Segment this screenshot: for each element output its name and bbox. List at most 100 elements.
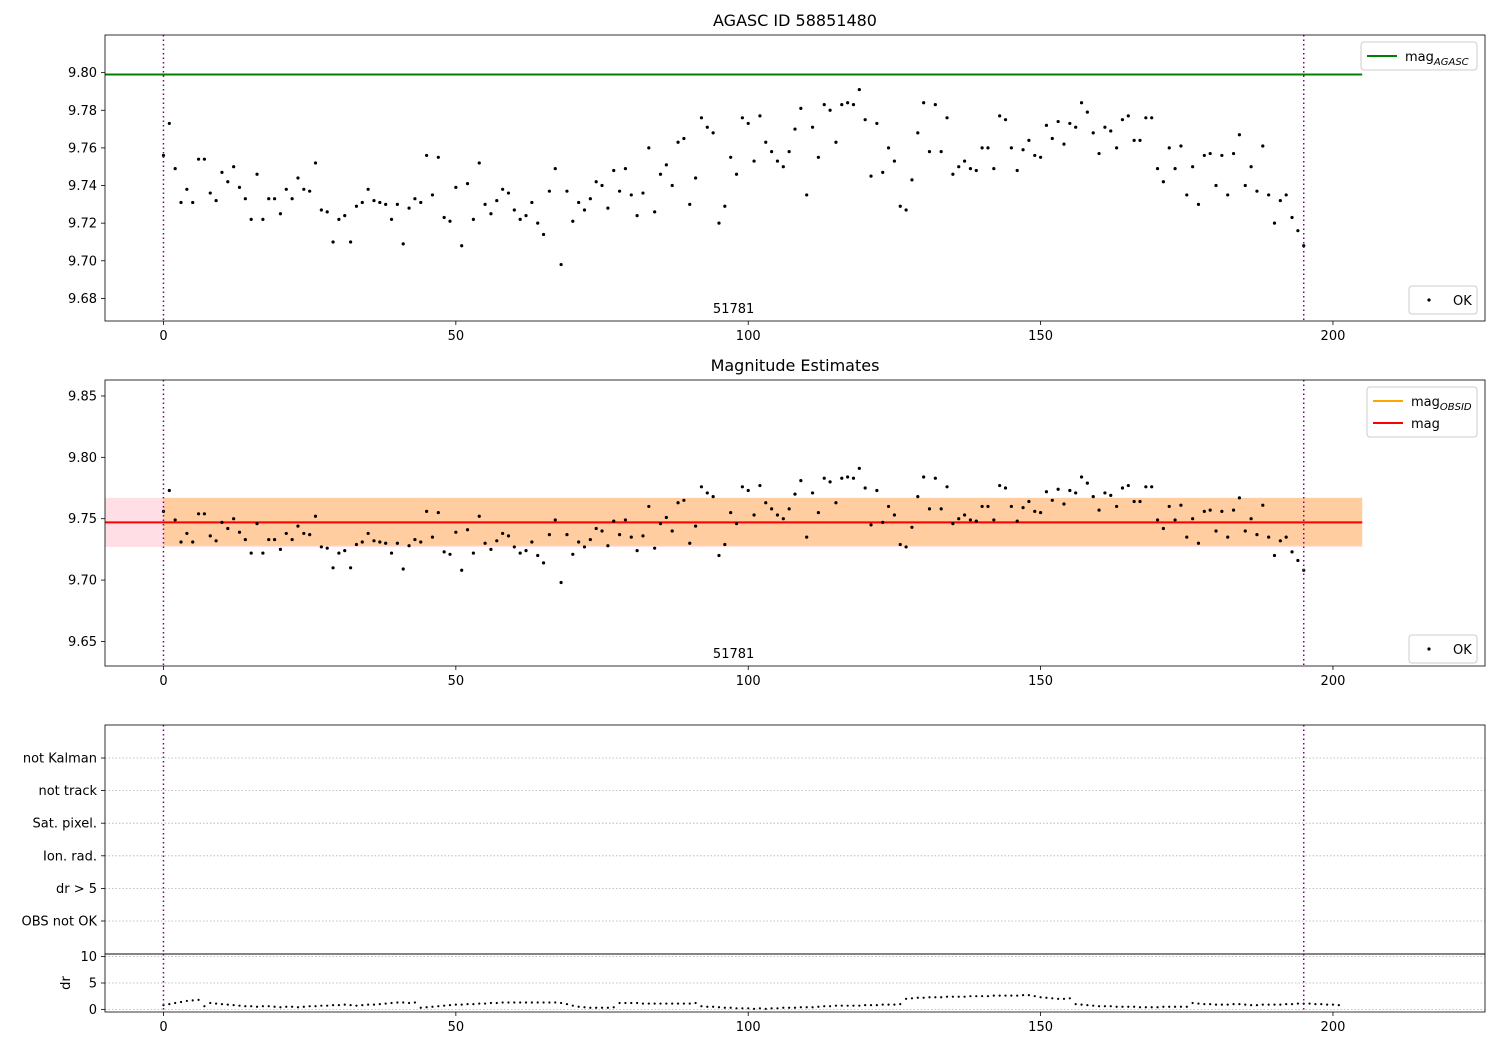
dr-point [1074, 1002, 1077, 1006]
x-tick-label: 150 [1028, 1020, 1053, 1035]
data-point-ok [360, 200, 364, 205]
data-point-ok [1226, 193, 1230, 197]
data-point-ok [588, 197, 592, 201]
data-point-ok [237, 185, 242, 190]
data-point-ok [775, 159, 780, 163]
data-point-ok [670, 183, 674, 188]
data-point-ok [986, 146, 990, 150]
data-point-ok [600, 529, 604, 533]
data-point-ok [290, 197, 294, 201]
x-tick-label: 0 [159, 1020, 167, 1035]
data-point-ok [816, 510, 820, 515]
y-tick-label: 9.85 [68, 389, 97, 404]
dr-point [828, 1005, 832, 1008]
data-point-ok [360, 540, 364, 544]
data-point-ok [319, 208, 323, 212]
data-point-ok [752, 159, 756, 163]
dr-point [636, 1001, 639, 1005]
dr-point [770, 1007, 773, 1010]
data-point-ok [208, 534, 212, 538]
dr-point [372, 1003, 376, 1006]
dr-point [846, 1004, 849, 1007]
data-point-ok [243, 537, 247, 542]
dr-point [969, 995, 972, 998]
data-point-ok [781, 517, 785, 521]
obsid-label: 51781 [713, 302, 754, 317]
dr-point [811, 1006, 814, 1009]
legend-label-subscript: AGASC [1433, 57, 1469, 68]
x-tick-label: 100 [736, 674, 761, 689]
data-point-ok [547, 533, 552, 537]
data-point-ok [898, 204, 902, 208]
data-point-ok [1074, 125, 1078, 129]
data-point-ok [524, 549, 528, 553]
dr-point [191, 999, 194, 1002]
data-point-ok [1226, 535, 1230, 539]
data-point-ok [471, 551, 475, 555]
dr-point [489, 1001, 493, 1005]
dr-point [425, 1006, 428, 1009]
data-point-ok [916, 131, 920, 135]
dr-point [1232, 1002, 1235, 1006]
data-point-ok [325, 210, 329, 214]
dr-point [1226, 1003, 1229, 1006]
data-point-ok [1126, 114, 1130, 118]
dr-point [1057, 997, 1060, 1000]
data-point-ok [758, 114, 762, 118]
data-point-ok [1161, 180, 1165, 184]
data-point-ok [1208, 151, 1212, 156]
dr-point [782, 1006, 785, 1009]
y-tick-label: 9.75 [68, 512, 97, 527]
data-point-ok [226, 180, 230, 184]
data-point-ok [384, 202, 388, 206]
dr-point [922, 996, 925, 999]
dr-point [478, 1002, 481, 1005]
legend-label: mag [1411, 417, 1440, 432]
data-point-ok [1296, 229, 1300, 233]
data-point-ok [711, 495, 715, 499]
dr-point [676, 1002, 680, 1005]
dr-point [1331, 1003, 1335, 1006]
data-point-ok [506, 191, 511, 195]
data-point-ok [465, 528, 470, 532]
data-point-ok [559, 262, 563, 267]
data-point-ok [512, 545, 516, 549]
dr-point [443, 1004, 446, 1007]
data-point-ok [623, 166, 628, 171]
data-point-ok [167, 121, 171, 126]
data-point-ok [869, 523, 873, 527]
dr-point [665, 1002, 668, 1005]
data-point-ok [1179, 503, 1183, 507]
data-point-ok [506, 534, 511, 538]
dr-point [928, 996, 931, 999]
data-point-ok [1050, 136, 1054, 141]
data-point-ok [1249, 517, 1253, 521]
data-point-ok [337, 217, 341, 221]
data-point-ok [284, 187, 288, 191]
dr-point [536, 1001, 539, 1004]
dr-point [530, 1001, 533, 1004]
dr-point [577, 1005, 580, 1008]
y-tick-label: 9.70 [68, 574, 97, 589]
data-point-ok [442, 215, 446, 220]
dr-point [910, 997, 914, 1000]
data-point-ok [729, 155, 733, 159]
data-point-ok [185, 187, 189, 191]
data-point-ok [331, 240, 335, 244]
data-point-ok [471, 217, 475, 221]
dr-point [1156, 1006, 1159, 1009]
dr-point [396, 1001, 399, 1004]
data-point-ok [1220, 153, 1224, 158]
dr-point [349, 1004, 352, 1007]
dr-point [1103, 1005, 1107, 1008]
dr-point [1010, 994, 1013, 997]
data-point-ok [1278, 539, 1282, 543]
dr-point [840, 1004, 843, 1007]
dr-point [940, 996, 943, 999]
data-point-ok [635, 214, 639, 218]
dr-point [308, 1005, 311, 1008]
y-tick-label: 9.72 [68, 217, 97, 232]
axes-frame [104, 34, 1486, 322]
data-point-ok [220, 520, 224, 524]
data-point-ok [922, 475, 926, 479]
